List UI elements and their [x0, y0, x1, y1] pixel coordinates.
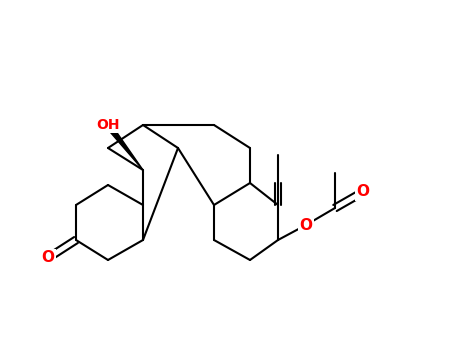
Text: OH: OH [96, 118, 120, 132]
Text: O: O [357, 184, 369, 200]
Text: O: O [41, 251, 55, 266]
Polygon shape [106, 123, 143, 170]
Text: O: O [299, 217, 313, 232]
